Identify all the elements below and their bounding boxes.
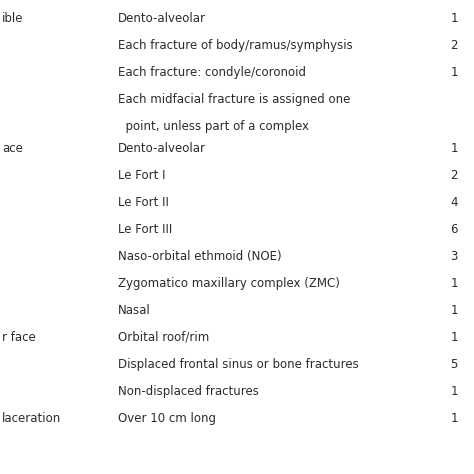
Text: Naso-orbital ethmoid (NOE): Naso-orbital ethmoid (NOE) — [118, 250, 282, 263]
Text: 2: 2 — [450, 169, 458, 182]
Text: 1: 1 — [450, 304, 458, 317]
Text: 2: 2 — [450, 39, 458, 52]
Text: Each midfacial fracture is assigned one: Each midfacial fracture is assigned one — [118, 93, 350, 106]
Text: Orbital roof/rim: Orbital roof/rim — [118, 331, 209, 344]
Text: 1: 1 — [450, 66, 458, 79]
Text: 3: 3 — [451, 250, 458, 263]
Text: ible: ible — [2, 12, 24, 25]
Text: Dento-alveolar: Dento-alveolar — [118, 142, 206, 155]
Text: 1: 1 — [450, 412, 458, 425]
Text: 1: 1 — [450, 142, 458, 155]
Text: 6: 6 — [450, 223, 458, 236]
Text: Non-displaced fractures: Non-displaced fractures — [118, 385, 259, 398]
Text: Displaced frontal sinus or bone fractures: Displaced frontal sinus or bone fracture… — [118, 358, 359, 371]
Text: 4: 4 — [450, 196, 458, 209]
Text: 1: 1 — [450, 12, 458, 25]
Text: 5: 5 — [451, 358, 458, 371]
Text: Le Fort II: Le Fort II — [118, 196, 169, 209]
Text: Zygomatico maxillary complex (ZMC): Zygomatico maxillary complex (ZMC) — [118, 277, 340, 290]
Text: Le Fort III: Le Fort III — [118, 223, 172, 236]
Text: ace: ace — [2, 142, 23, 155]
Text: Le Fort I: Le Fort I — [118, 169, 165, 182]
Text: point, unless part of a complex: point, unless part of a complex — [118, 120, 309, 133]
Text: 1: 1 — [450, 331, 458, 344]
Text: Nasal: Nasal — [118, 304, 151, 317]
Text: Over 10 cm long: Over 10 cm long — [118, 412, 216, 425]
Text: Each fracture: condyle/coronoid: Each fracture: condyle/coronoid — [118, 66, 306, 79]
Text: 1: 1 — [450, 385, 458, 398]
Text: r face: r face — [2, 331, 36, 344]
Text: Each fracture of body/ramus/symphysis: Each fracture of body/ramus/symphysis — [118, 39, 353, 52]
Text: Dento-alveolar: Dento-alveolar — [118, 12, 206, 25]
Text: laceration: laceration — [2, 412, 61, 425]
Text: 1: 1 — [450, 277, 458, 290]
